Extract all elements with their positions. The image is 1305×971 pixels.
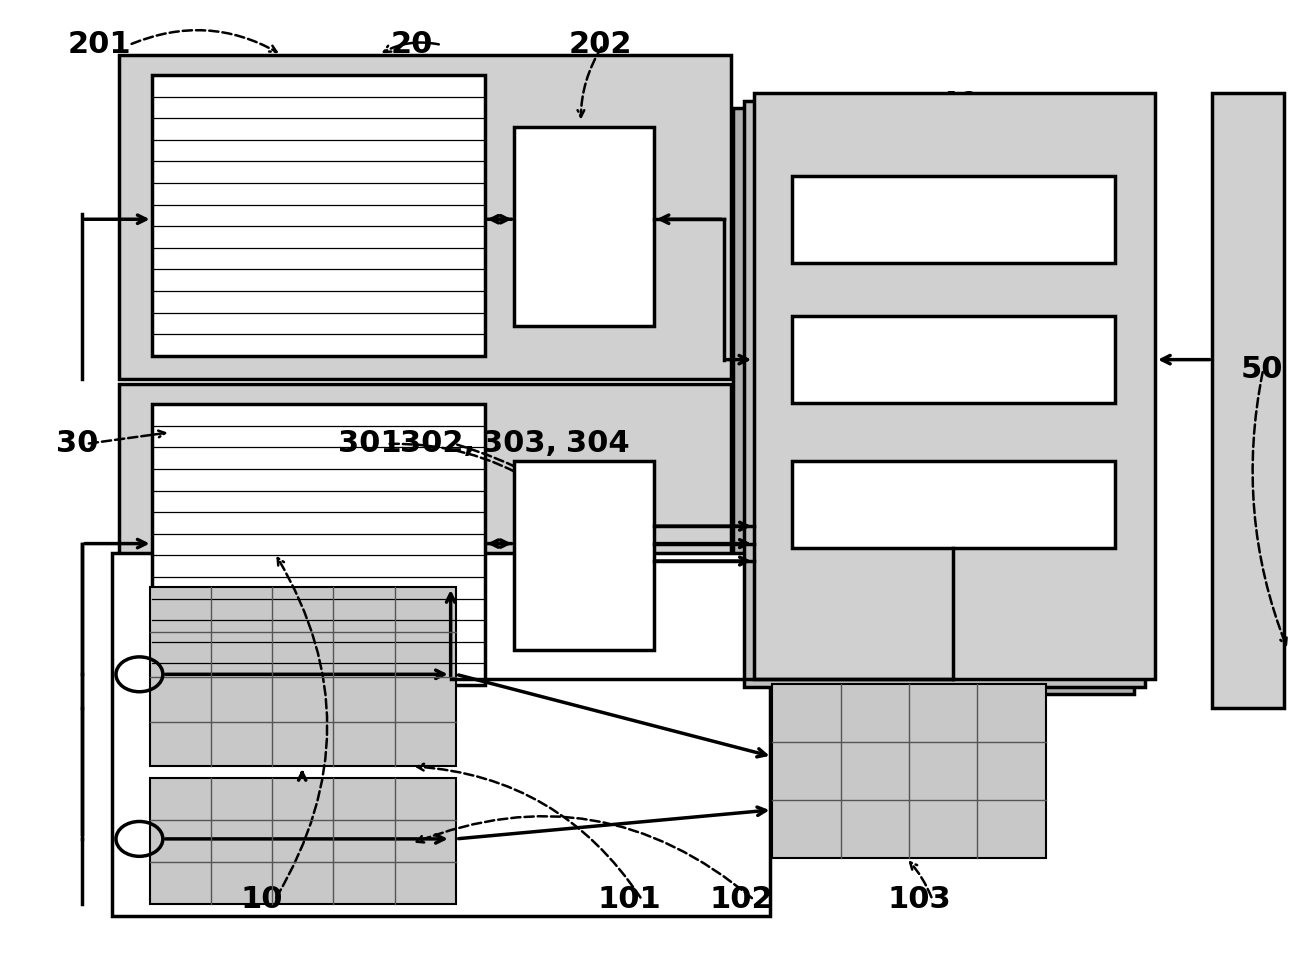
Bar xyxy=(1212,93,1284,708)
Text: 304: 304 xyxy=(566,429,629,458)
Text: 202: 202 xyxy=(569,30,632,59)
Text: 10: 10 xyxy=(240,886,283,915)
Bar xyxy=(514,461,654,651)
Bar xyxy=(153,75,484,355)
Text: 102: 102 xyxy=(709,886,773,915)
Bar xyxy=(112,553,770,917)
Text: 101: 101 xyxy=(598,886,660,915)
Bar xyxy=(754,93,1155,679)
Bar xyxy=(733,108,1134,693)
Text: 201: 201 xyxy=(68,30,130,59)
Bar xyxy=(792,176,1114,263)
Text: 20: 20 xyxy=(390,30,433,59)
Text: 303,: 303, xyxy=(482,429,557,458)
Bar xyxy=(150,778,455,904)
Bar xyxy=(792,461,1114,549)
Bar xyxy=(744,101,1144,686)
Text: 302,: 302, xyxy=(401,429,475,458)
Bar xyxy=(150,587,455,766)
Text: 103: 103 xyxy=(887,886,951,915)
Text: 40: 40 xyxy=(937,90,980,119)
Bar xyxy=(514,127,654,325)
Text: 301: 301 xyxy=(338,429,402,458)
Bar xyxy=(119,384,731,708)
Text: 30: 30 xyxy=(56,429,98,458)
Bar xyxy=(792,317,1114,403)
Bar xyxy=(773,684,1045,858)
Bar xyxy=(119,54,731,379)
Bar xyxy=(153,404,484,685)
Text: 50: 50 xyxy=(1241,354,1283,384)
